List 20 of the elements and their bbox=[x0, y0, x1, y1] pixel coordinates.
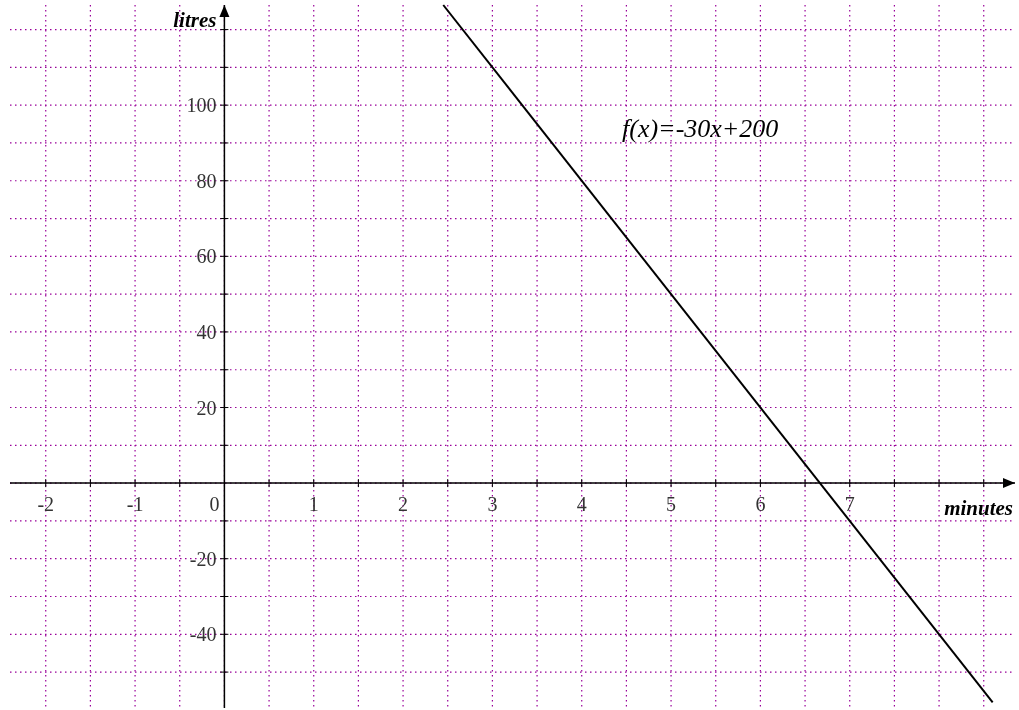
y-tick-label: 80 bbox=[196, 169, 217, 192]
x-tick-label: 7 bbox=[844, 493, 855, 516]
y-tick-label: 20 bbox=[196, 396, 217, 419]
x-tick-label: 1 bbox=[308, 493, 319, 516]
x-axis-title: minutes bbox=[944, 496, 1013, 521]
x-tick-label: 5 bbox=[666, 493, 677, 516]
x-tick-label: -2 bbox=[37, 493, 55, 516]
y-tick-label: 40 bbox=[196, 320, 217, 343]
annotation: f(x)=-30x+200 bbox=[622, 114, 779, 143]
x-tick-label: 3 bbox=[487, 493, 498, 516]
y-tick-label: 60 bbox=[196, 245, 217, 268]
y-tick-label: -20 bbox=[189, 547, 217, 570]
y-tick-label: -40 bbox=[189, 623, 217, 646]
y-tick-label: 100 bbox=[186, 94, 217, 117]
x-tick-label: 2 bbox=[398, 493, 409, 516]
x-tick-label: 4 bbox=[576, 493, 587, 516]
x-tick-label: 6 bbox=[755, 493, 766, 516]
x-tick-label: -1 bbox=[126, 493, 144, 516]
y-axis-title: litres bbox=[173, 8, 217, 32]
x-tick-label: 0 bbox=[209, 493, 220, 516]
